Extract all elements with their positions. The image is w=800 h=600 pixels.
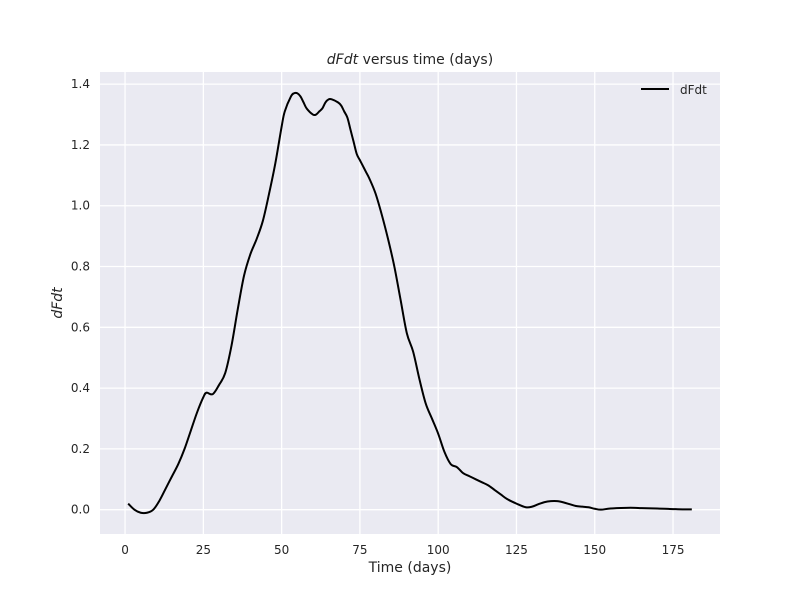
- grid: [100, 72, 720, 534]
- y-tick-label: 0.2: [71, 442, 90, 456]
- plot-area: [100, 72, 720, 534]
- chart-title-rest: versus time (days): [358, 52, 493, 68]
- y-tick-label: 0.8: [71, 260, 90, 274]
- x-tick-label: 100: [427, 543, 450, 557]
- y-tick-label: 1.2: [71, 138, 90, 152]
- x-tick-label: 50: [274, 543, 289, 557]
- y-tick-label: 0.4: [71, 381, 90, 395]
- y-axis-label: dFdt: [50, 287, 66, 319]
- legend: dFdt: [641, 83, 707, 97]
- x-tick-label: 175: [662, 543, 685, 557]
- x-tick-label: 0: [121, 543, 129, 557]
- chart-title-italic: dFdt: [327, 52, 359, 68]
- x-tick-label: 75: [352, 543, 367, 557]
- x-tick-label: 25: [196, 543, 211, 557]
- chart-title: dFdt versus time (days): [327, 52, 493, 68]
- y-tick-label: 0.6: [71, 320, 90, 334]
- y-tick-label: 0.0: [71, 503, 90, 517]
- x-axis-label: Time (days): [368, 560, 452, 576]
- series-layer: [127, 91, 692, 515]
- y-tick-labels: 0.0 0.2 0.4 0.6 0.8 1.0 1.2 1.4: [71, 77, 90, 517]
- y-tick-label: 1.0: [71, 199, 90, 213]
- y-tick-label: 1.4: [71, 77, 90, 91]
- series-line-dfdt: [127, 91, 692, 515]
- x-tick-label: 150: [583, 543, 606, 557]
- x-tick-label: 125: [505, 543, 528, 557]
- x-tick-labels: 0 25 50 75 100 125 150 175: [121, 543, 684, 557]
- legend-label-dfdt: dFdt: [680, 83, 707, 97]
